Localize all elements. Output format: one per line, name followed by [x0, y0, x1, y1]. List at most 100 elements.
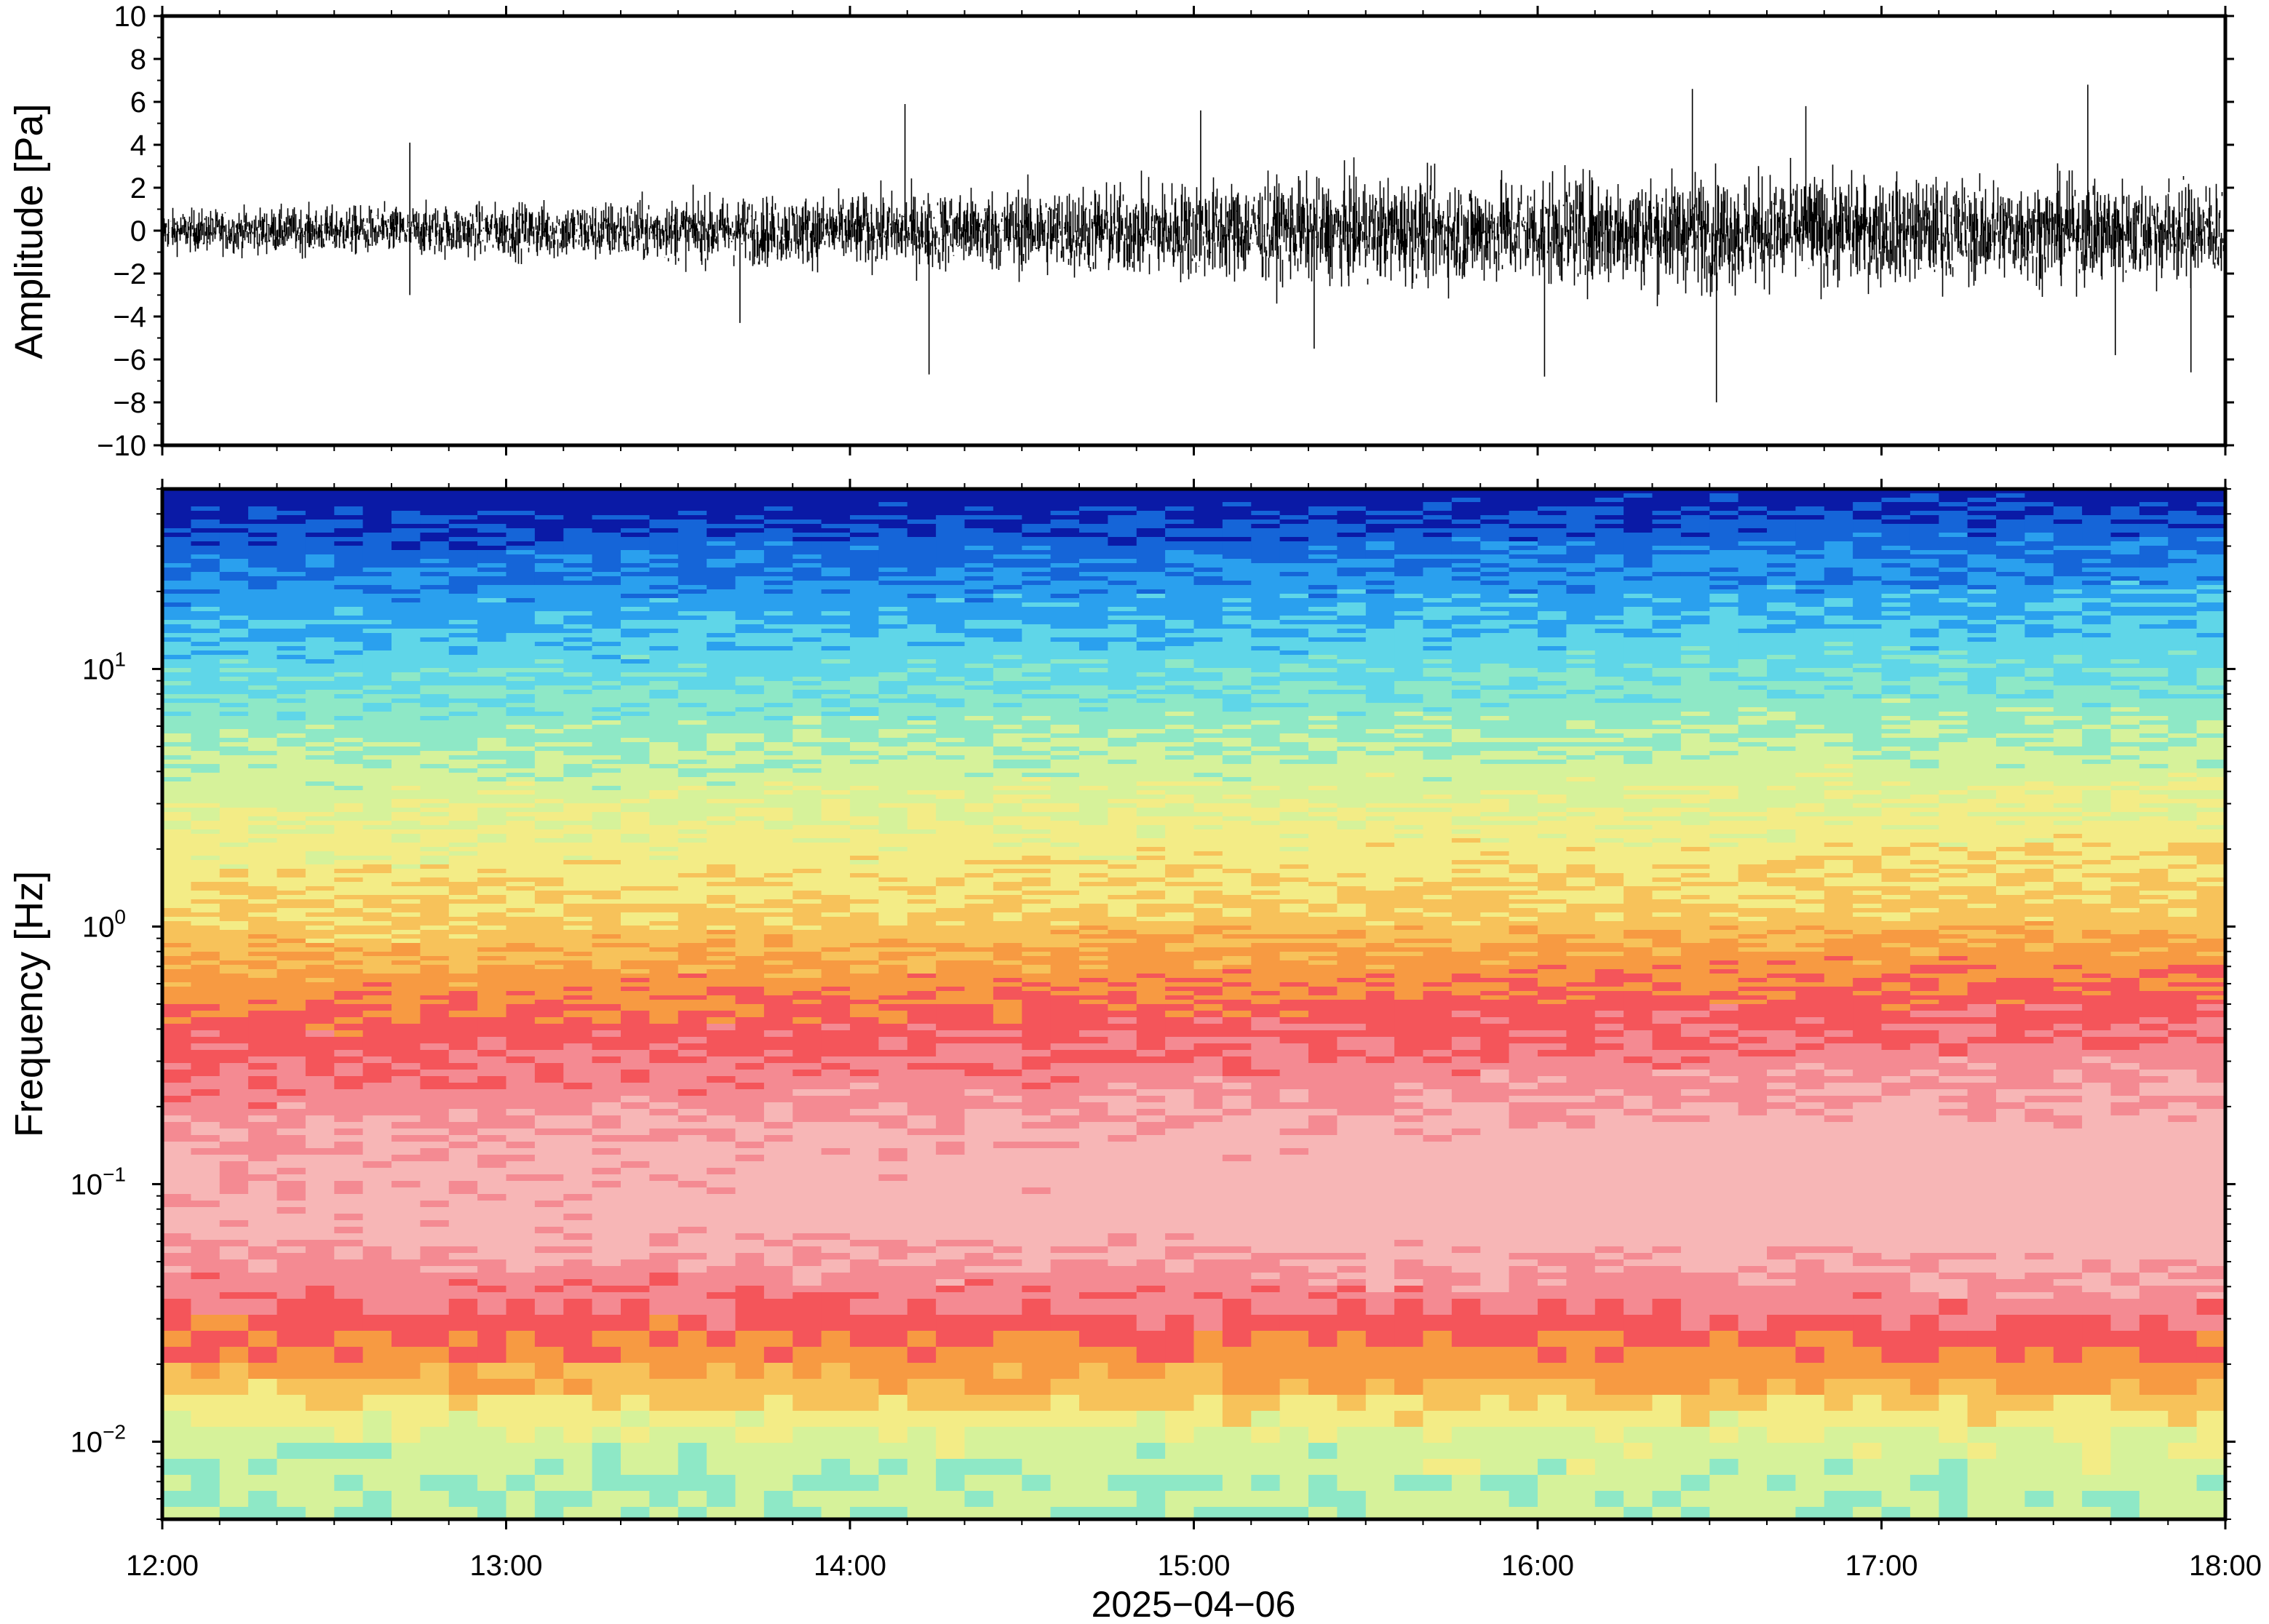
- spectrogram-cell: [763, 664, 793, 669]
- spectrogram-cell: [2196, 559, 2225, 564]
- spectrogram-cell: [1480, 524, 1510, 529]
- spectrogram-cell: [1423, 650, 1453, 656]
- spectrogram-cell: [792, 712, 822, 717]
- spectrogram-cell: [1222, 764, 1252, 769]
- spectrogram-cell: [792, 773, 822, 778]
- spectrogram-cell: [420, 541, 450, 546]
- spectrogram-cell: [1193, 533, 1223, 538]
- spectrogram-cell: [219, 694, 249, 699]
- spectrogram-cell: [878, 533, 908, 538]
- spectrogram-cell: [1165, 629, 1195, 634]
- spectrogram-cell: [735, 716, 765, 721]
- spectrogram-cell: [2082, 668, 2112, 673]
- spectrogram-cell: [248, 738, 278, 743]
- spectrogram-cell: [277, 650, 306, 656]
- spectrogram-cell: [162, 581, 191, 586]
- spectrogram-cell: [1624, 493, 1653, 498]
- spectrogram-cell: [1881, 646, 1911, 651]
- spectrogram-cell: [821, 537, 851, 542]
- spectrogram-cell: [621, 506, 650, 512]
- spectrogram-cell: [1193, 672, 1223, 677]
- spectrogram-cell: [1795, 607, 1825, 612]
- spectrogram-cell: [1251, 677, 1281, 682]
- spectrogram-cell: [1279, 537, 1309, 542]
- spectrogram-cell: [162, 781, 191, 787]
- spectrogram-cell: [850, 611, 879, 616]
- spectrogram-cell: [362, 520, 392, 525]
- spectrogram-cell: [1279, 698, 1309, 704]
- spectrogram-cell: [448, 616, 478, 621]
- spectrogram-cell: [506, 668, 536, 673]
- spectrogram-cell: [448, 572, 478, 577]
- spectrogram-cell: [1165, 716, 1195, 721]
- spectrogram-cell: [592, 598, 621, 603]
- spectrogram-cell: [649, 633, 679, 638]
- spectrogram-cell: [1881, 559, 1911, 564]
- spectrogram-cell: [2082, 581, 2112, 586]
- spectrogram-cell: [1509, 659, 1538, 664]
- spectrogram-cell: [1394, 725, 1424, 730]
- spectrogram-cell: [277, 554, 306, 560]
- spectrogram-cell: [1910, 616, 1939, 621]
- spectrogram-cell: [506, 760, 536, 765]
- spectrogram-cell: [621, 611, 650, 616]
- spectrogram-cell: [2196, 703, 2225, 708]
- spectrogram-cell: [1709, 554, 1739, 560]
- spectrogram-cell: [1451, 681, 1481, 686]
- spectrogram-cell: [993, 511, 1022, 516]
- spectrogram-cell: [2082, 607, 2112, 612]
- spectrogram-cell: [248, 659, 278, 664]
- spectrogram-cell: [1222, 690, 1252, 695]
- spectrogram-cell: [392, 581, 421, 586]
- spectrogram-cell: [162, 511, 191, 516]
- spectrogram-cell: [763, 659, 793, 664]
- spectrogram-cell: [1050, 515, 1080, 520]
- spectrogram-cell: [964, 515, 994, 520]
- spectrogram-cell: [477, 550, 507, 555]
- spectrogram-cell: [1767, 550, 1796, 555]
- spectrogram-cell: [1394, 633, 1424, 638]
- spectrogram-cell: [1967, 541, 1997, 546]
- spectrogram-cell: [1538, 712, 1567, 717]
- spectrogram-cell: [2024, 607, 2054, 612]
- spectrogram-cell: [763, 707, 793, 712]
- spectrogram-cell: [1624, 760, 1653, 765]
- spectrogram-cell: [2082, 616, 2112, 621]
- spectrogram-cell: [878, 642, 908, 647]
- spectrogram-cell: [1079, 633, 1108, 638]
- spectrogram-cell: [1193, 585, 1223, 590]
- spectrogram-cell: [1108, 703, 1137, 708]
- spectrogram-cell: [2139, 602, 2169, 608]
- spectrogram-cell: [1538, 742, 1567, 747]
- spectrogram-cell: [1222, 747, 1252, 752]
- spectrogram-cell: [1165, 764, 1195, 769]
- spectrogram-cell: [1910, 664, 1939, 669]
- spectrogram-cell: [1881, 568, 1911, 573]
- spectrogram-cell: [1910, 768, 1939, 773]
- spectrogram-cell: [792, 546, 822, 551]
- spectrogram-cell: [506, 642, 536, 647]
- spectrogram-cell: [2024, 568, 2054, 573]
- spectrogram-cell: [1853, 607, 1883, 612]
- spectrogram-cell: [1022, 528, 1052, 533]
- spectrogram-cell: [362, 703, 392, 708]
- spectrogram-cell: [1824, 537, 1853, 542]
- spectrogram-cell: [1193, 650, 1223, 656]
- spectrogram-cell: [850, 581, 879, 586]
- spectrogram-cell: [534, 572, 564, 577]
- spectrogram-cell: [191, 620, 220, 625]
- spectrogram-cell: [1566, 742, 1596, 747]
- spectrogram-cell: [792, 707, 822, 712]
- spectrogram-cell: [1996, 620, 2025, 625]
- spectrogram-cell: [1165, 550, 1195, 555]
- spectrogram-cell: [2168, 568, 2198, 573]
- spectrogram-cell: [649, 489, 679, 494]
- spectrogram-cell: [821, 637, 851, 642]
- spectrogram-cell: [1022, 624, 1052, 629]
- spectrogram-cell: [1624, 755, 1653, 760]
- spectrogram-cell: [2139, 624, 2169, 629]
- spectrogram-cell: [677, 633, 707, 638]
- spectrogram-cell: [506, 598, 536, 603]
- spectrogram-cell: [1853, 646, 1883, 651]
- spectrogram-cell: [2168, 773, 2198, 778]
